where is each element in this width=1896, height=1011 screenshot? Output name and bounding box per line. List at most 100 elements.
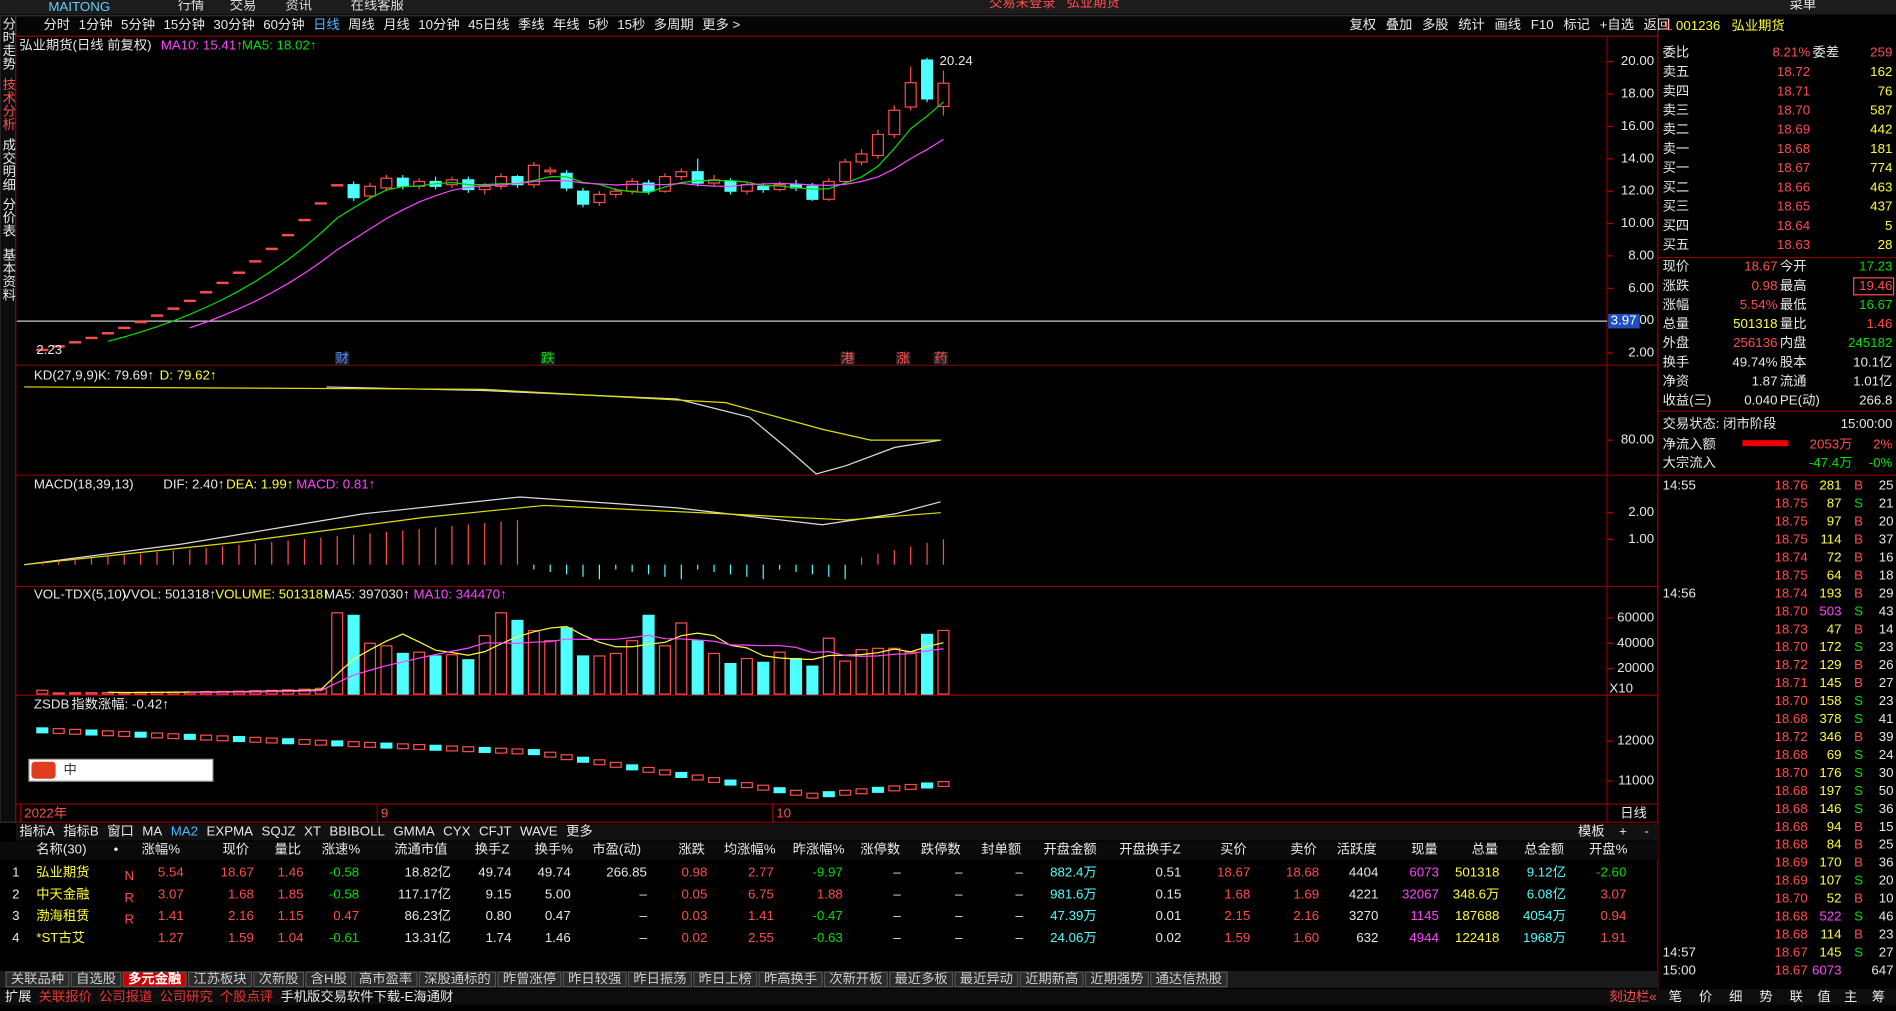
- status-tab[interactable]: 联: [1790, 989, 1803, 1004]
- status-tab[interactable]: 筹: [1872, 988, 1885, 1004]
- quote-cell: 买二: [1663, 179, 1690, 194]
- template-tab[interactable]: -: [1644, 823, 1648, 838]
- period-tab[interactable]: 45日线: [468, 17, 509, 32]
- sheet-tab[interactable]: 昨曾涨停: [503, 970, 556, 986]
- period-tab[interactable]: 15分钟: [164, 16, 205, 32]
- status-tab[interactable]: 价: [1699, 989, 1712, 1004]
- sheet-tab[interactable]: 高市盈率: [359, 970, 412, 986]
- indicator-tab[interactable]: WAVE: [520, 823, 558, 838]
- event-marker-bg: [840, 351, 855, 366]
- sheet-tab[interactable]: 自选股: [76, 971, 116, 986]
- zsdb-candle: [396, 743, 409, 750]
- toolbar-button[interactable]: 复权: [1349, 16, 1376, 32]
- sheet-tab[interactable]: 昨日上榜: [699, 970, 752, 986]
- stock-name[interactable]: 中天金融: [36, 886, 89, 901]
- toolbar-button[interactable]: +自选: [1600, 17, 1634, 32]
- status-tab[interactable]: 主: [1844, 989, 1857, 1004]
- menu-item[interactable]: 交易: [230, 0, 257, 13]
- sheet-tab[interactable]: 通达信热股: [1156, 971, 1222, 986]
- sheet-tab[interactable]: 关联品种: [11, 971, 64, 986]
- indicator-tab[interactable]: GMMA: [393, 823, 434, 838]
- sheet-tab[interactable]: 江苏板块: [193, 971, 246, 986]
- indicator-tab[interactable]: CFJT: [479, 823, 512, 838]
- period-tab[interactable]: 月线: [383, 17, 410, 32]
- indicator-tab[interactable]: XT: [304, 823, 321, 838]
- indicator-tab[interactable]: MA: [142, 823, 162, 838]
- stock-name[interactable]: 弘业期货: [36, 864, 89, 880]
- status-link[interactable]: 公司报道: [99, 989, 152, 1004]
- period-tab[interactable]: 5秒: [588, 17, 609, 32]
- toolbar-button[interactable]: 叠加: [1386, 17, 1413, 32]
- sheet-tab[interactable]: 次新开板: [829, 971, 882, 986]
- period-tab[interactable]: 1分钟: [79, 16, 113, 32]
- period-tab[interactable]: 更多 >: [702, 16, 740, 32]
- toolbar-button[interactable]: 画线: [1495, 17, 1522, 32]
- status-link[interactable]: 手机版交易软件下载-E海通财: [280, 988, 453, 1004]
- stock-name[interactable]: 渤海租赁: [36, 908, 89, 923]
- zsdb-candle: [576, 756, 590, 763]
- indicator-tab[interactable]: CYX: [443, 823, 470, 838]
- toolbar-button[interactable]: 多股: [1422, 16, 1449, 32]
- sheet-tab[interactable]: 最近多板: [895, 970, 948, 986]
- sheet-tab[interactable]: 含H股: [311, 971, 347, 986]
- status-link[interactable]: 公司研究: [160, 989, 213, 1004]
- period-tab[interactable]: 日线: [313, 17, 340, 32]
- toolbar-button[interactable]: 统计: [1458, 17, 1485, 32]
- status-tab[interactable]: 势: [1759, 989, 1772, 1004]
- period-tab[interactable]: 多周期: [654, 16, 694, 32]
- side-tab[interactable]: 成交明细: [1, 138, 16, 192]
- status-tab[interactable]: 刻边栏«: [1609, 989, 1656, 1004]
- period-tab[interactable]: 季线: [518, 17, 545, 32]
- quote-cell: 18.64: [1777, 218, 1810, 233]
- sheet-tab[interactable]: 次新股: [259, 971, 299, 986]
- status-tab[interactable]: 笔: [1669, 989, 1682, 1004]
- menu-item[interactable]: 行情: [178, 0, 205, 13]
- period-tab[interactable]: 年线: [553, 17, 580, 32]
- status-tab[interactable]: 值: [1817, 989, 1830, 1004]
- period-tab[interactable]: 60分钟: [263, 16, 304, 32]
- side-tab[interactable]: 分时走势: [1, 17, 16, 72]
- period-tab[interactable]: 30分钟: [213, 16, 254, 32]
- status-tab[interactable]: 细: [1729, 989, 1742, 1004]
- sheet-tab[interactable]: 最近异动: [960, 971, 1013, 986]
- menu-item[interactable]: 资讯: [285, 0, 312, 13]
- status-link[interactable]: 个股点评: [220, 989, 273, 1004]
- toolbar-button[interactable]: 返回: [1644, 17, 1671, 32]
- side-tab[interactable]: 基本资料: [1, 248, 16, 302]
- indicator-tab[interactable]: 更多: [566, 822, 593, 838]
- menu-item[interactable]: 在线客服: [351, 0, 404, 13]
- indicator-tab[interactable]: EXPMA: [206, 823, 253, 838]
- indicator-tab[interactable]: MA2: [171, 823, 198, 838]
- tick-volume: 114: [1820, 531, 1841, 546]
- candle-body: [544, 169, 557, 173]
- sheet-tab[interactable]: 近期新高: [1025, 970, 1078, 986]
- template-tab[interactable]: +: [1619, 823, 1627, 838]
- template-tab[interactable]: 模板: [1578, 823, 1605, 838]
- tick-price: 18.68: [1774, 837, 1807, 852]
- sheet-tab[interactable]: 昨日较强: [568, 971, 621, 986]
- stock-name[interactable]: *ST古艾: [36, 930, 85, 945]
- period-tab[interactable]: 15秒: [617, 17, 645, 32]
- candle-body: [314, 202, 327, 205]
- side-tab[interactable]: 技术分析: [1, 77, 16, 131]
- candle-body: [183, 299, 196, 303]
- toolbar-button[interactable]: 标记: [1563, 17, 1590, 32]
- status-link[interactable]: 扩展: [5, 989, 32, 1004]
- period-tab[interactable]: 5分钟: [121, 16, 155, 32]
- indicator-tab[interactable]: 窗口: [107, 822, 134, 838]
- toolbar-button[interactable]: F10: [1531, 17, 1554, 32]
- period-tab[interactable]: 10分钟: [418, 16, 459, 32]
- sheet-tab[interactable]: 近期强势: [1090, 971, 1143, 986]
- sheet-tab[interactable]: 深股通标的: [424, 971, 490, 986]
- period-tab[interactable]: 分时: [44, 17, 71, 32]
- sheet-tab[interactable]: 多元金融: [128, 970, 182, 986]
- indicator-tab[interactable]: 指标B: [63, 823, 99, 838]
- period-tab[interactable]: 周线: [348, 17, 375, 32]
- sheet-tab[interactable]: 昨高换手: [764, 970, 817, 986]
- indicator-tab[interactable]: BBIBOLL: [329, 823, 384, 838]
- status-link[interactable]: 关联报价: [39, 989, 92, 1004]
- indicator-tab[interactable]: 指标A: [19, 823, 55, 838]
- side-tab[interactable]: 分价表: [1, 197, 16, 238]
- sheet-tab[interactable]: 昨日振荡: [633, 971, 686, 986]
- indicator-tab[interactable]: SQJZ: [262, 823, 296, 838]
